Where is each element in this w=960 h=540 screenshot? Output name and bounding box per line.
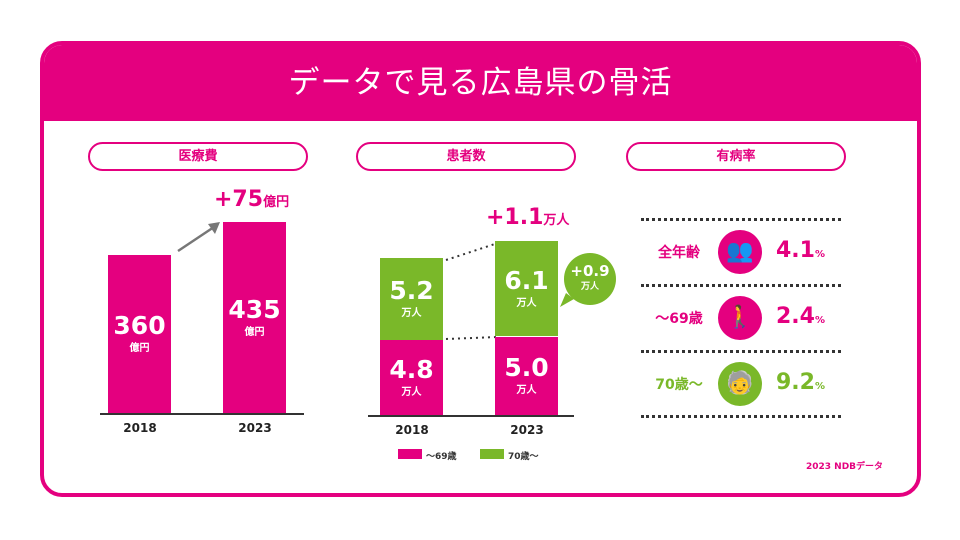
row-label: 70歳～ — [655, 377, 703, 393]
bar-unit: 億円 — [129, 343, 150, 355]
bar-value: 360 — [113, 311, 166, 341]
bar-value: 5.0 — [504, 353, 549, 383]
bar: 360 億円 — [108, 254, 171, 413]
bar: 5.0 万人 — [495, 336, 558, 415]
value: 9.2 — [776, 370, 815, 395]
x-axis — [368, 415, 574, 417]
bar-value: 4.8 — [389, 354, 434, 384]
connector-dots — [445, 242, 499, 340]
bubble-unit: 万人 — [580, 282, 599, 292]
legend-label: ～69歳 — [426, 452, 457, 462]
source-note: 2023 NDBデータ — [806, 462, 884, 472]
legend-swatch-over70 — [480, 449, 504, 459]
unit: % — [814, 249, 826, 260]
unit: % — [814, 381, 826, 392]
row-label: ～69歳 — [655, 311, 703, 327]
bar: 5.2 万人 — [380, 258, 443, 340]
bar-unit: 億円 — [244, 326, 265, 338]
bar: 435 億円 — [223, 221, 286, 413]
value: 2.4 — [776, 304, 815, 329]
divider — [641, 350, 841, 353]
prevalence-value: 2.4% — [776, 304, 825, 329]
increase-label: +75億円 — [214, 187, 290, 212]
bar-unit: 万人 — [401, 308, 422, 320]
section-patients: 患者数 — [356, 142, 576, 171]
infographic-card: データで見る広島県の骨活 医療費 患者数 有病率 2018 2023 +75億円… — [40, 41, 921, 497]
bar: 6.1 万人 — [495, 240, 558, 337]
tick-label: 2018 — [395, 423, 429, 437]
unit: % — [814, 315, 826, 326]
tick-label: 2023 — [510, 423, 544, 437]
divider — [641, 284, 841, 287]
bar-unit: 万人 — [401, 386, 422, 398]
bar: 4.8 万人 — [380, 339, 443, 415]
bar-unit: 万人 — [516, 385, 537, 397]
walking-person-icon: 🚶 — [718, 296, 762, 340]
row-label: 全年齢 — [658, 245, 700, 261]
group-people-icon: 👥 — [718, 230, 762, 274]
bar-value: 435 — [228, 294, 281, 324]
legend-swatch-under69 — [398, 449, 422, 459]
bar-value: 6.1 — [504, 266, 549, 296]
increase-arrow-icon — [177, 222, 220, 253]
divider — [641, 218, 841, 221]
legend-label: 70歳～ — [508, 452, 539, 462]
increase-label: +1.1万人 — [486, 205, 570, 230]
increase-bubble: +0.9 万人 — [564, 253, 616, 305]
prevalence-value: 4.1% — [776, 238, 825, 263]
bar-value: 5.2 — [389, 276, 434, 306]
section-medical-cost: 医療費 — [88, 142, 308, 171]
section-prevalence: 有病率 — [626, 142, 846, 171]
tick-label: 2018 — [123, 421, 157, 435]
x-axis — [100, 413, 304, 415]
page-title: データで見る広島県の骨活 — [44, 45, 917, 121]
elderly-cane-icon: 🧓 — [718, 362, 762, 406]
bubble-value: +0.9 — [570, 262, 610, 280]
value: 4.1 — [776, 238, 815, 263]
bubble-tail — [560, 293, 574, 307]
tick-label: 2023 — [238, 421, 272, 435]
divider — [641, 415, 841, 418]
prevalence-value: 9.2% — [776, 370, 825, 395]
bar-unit: 万人 — [516, 298, 537, 310]
